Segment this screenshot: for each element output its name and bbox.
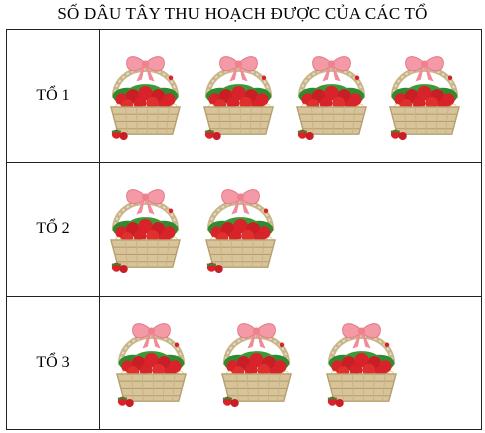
basket-cell: [99, 295, 482, 431]
strawberry-basket-icon: [286, 49, 377, 143]
strawberry-basket-icon: [193, 49, 284, 143]
row-label: TỔ 1: [6, 28, 100, 164]
strawberry-basket-icon: [211, 316, 302, 410]
strawberry-basket-icon: [106, 316, 197, 410]
basket-cell: [99, 28, 482, 164]
strawberry-basket-icon: [316, 316, 407, 410]
row-label: TỔ 2: [6, 162, 100, 297]
strawberry-basket-icon: [379, 49, 470, 143]
harvest-table: TỔ 1 TỔ 2 TỔ 3: [6, 28, 482, 431]
table-row: TỔ 3: [6, 295, 482, 431]
strawberry-basket-icon: [100, 182, 191, 276]
basket-cell: [99, 162, 482, 297]
strawberry-basket-icon: [100, 49, 191, 143]
page-title: SỐ DÂU TÂY THU HOẠCH ĐƯỢC CỦA CÁC TỔ: [57, 4, 428, 23]
basket-row: [100, 316, 481, 410]
table-row: TỔ 2: [6, 162, 482, 297]
basket-row: [100, 49, 481, 143]
row-label: TỔ 3: [6, 295, 100, 431]
strawberry-basket-icon: [195, 182, 286, 276]
table-row: TỔ 1: [6, 28, 482, 164]
basket-row: [100, 182, 481, 276]
